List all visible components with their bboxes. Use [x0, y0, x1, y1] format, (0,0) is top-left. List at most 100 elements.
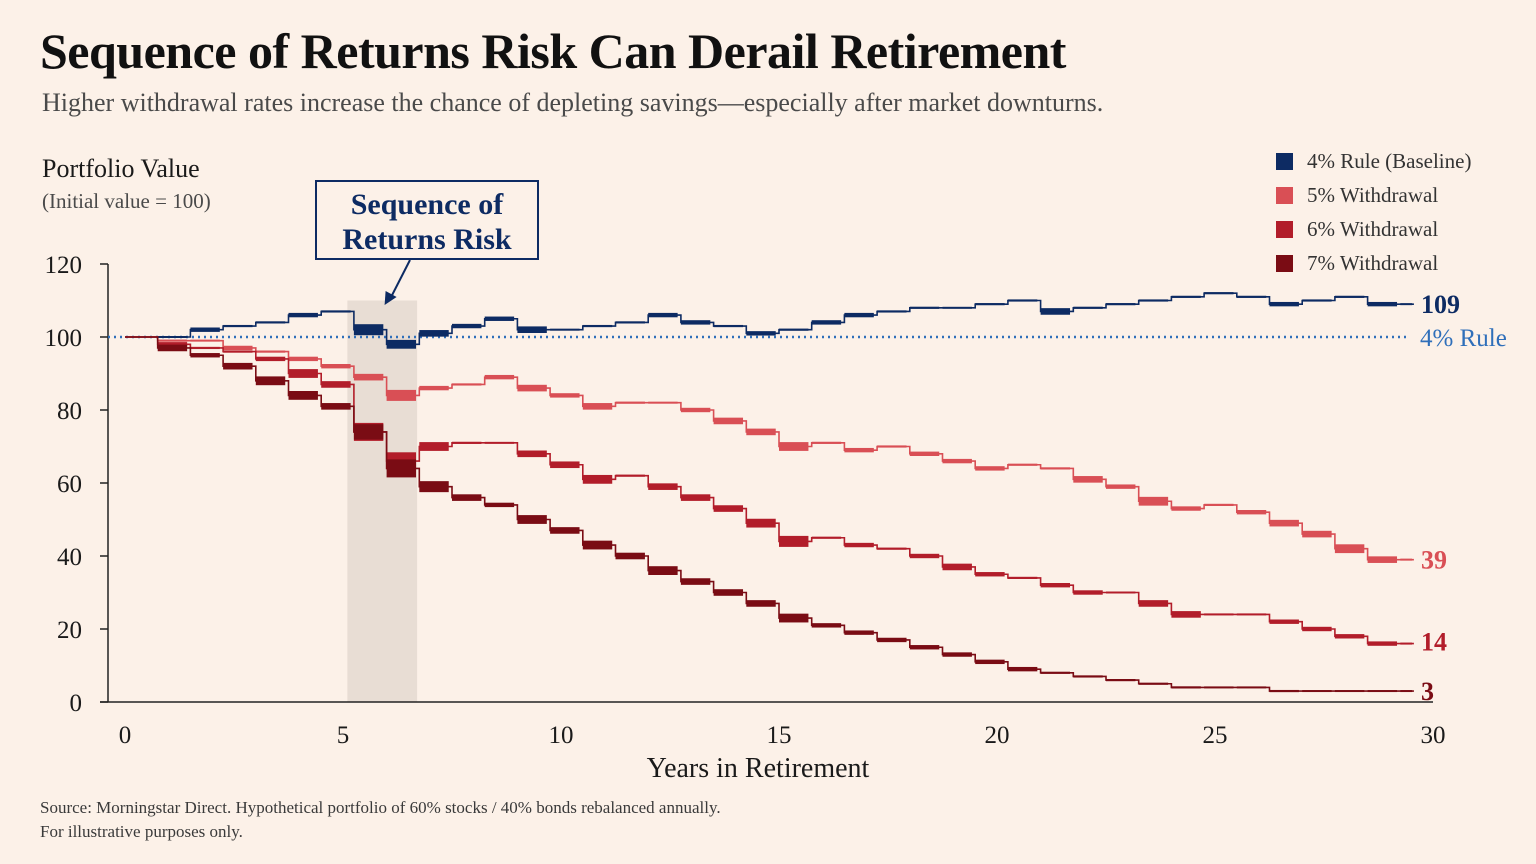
series-step — [223, 345, 253, 351]
series-step — [1106, 591, 1136, 594]
series-step — [190, 327, 220, 332]
series-step — [157, 339, 188, 342]
series-step — [746, 518, 776, 528]
series-step — [255, 376, 286, 386]
series-step — [157, 342, 188, 347]
annotation-text: Sequence of — [351, 188, 505, 221]
series-step — [648, 401, 678, 404]
legend-label: 5% Withdrawal — [1307, 182, 1439, 207]
series-step — [288, 391, 318, 400]
series-step — [1367, 690, 1398, 693]
series-step — [811, 441, 842, 444]
series-step — [746, 428, 776, 436]
series-step — [1236, 510, 1267, 515]
legend-item-baseline[interactable]: 4% Rule (Baseline) — [1276, 144, 1471, 178]
x-tick-label: 10 — [549, 722, 574, 749]
series-step — [1171, 506, 1201, 511]
series-step — [1138, 496, 1169, 506]
legend-swatch-baseline — [1276, 152, 1293, 170]
series-step — [1367, 556, 1398, 563]
series-step — [550, 328, 580, 331]
series-step — [975, 303, 1005, 306]
series-step — [1400, 642, 1413, 645]
series-step — [648, 483, 678, 490]
series-step — [779, 613, 809, 623]
series-step — [811, 623, 842, 628]
x-axis-title: Years in Retirement — [647, 753, 870, 784]
series-step — [157, 336, 188, 338]
annotation-arrow — [389, 259, 411, 299]
series-step — [1007, 463, 1038, 466]
series-step — [1073, 476, 1103, 483]
series-step — [1073, 675, 1103, 678]
series-end-label: 39 — [1421, 546, 1447, 575]
series-step — [582, 324, 613, 328]
series-step — [288, 312, 318, 318]
series-step — [1269, 519, 1299, 527]
series-step — [582, 540, 613, 550]
series-step — [680, 578, 711, 585]
series-step — [909, 553, 940, 559]
series-step — [517, 450, 547, 458]
series-end-label: 14 — [1421, 628, 1447, 657]
series-step — [1007, 666, 1038, 672]
series-step — [942, 458, 972, 464]
y-tick-label: 60 — [57, 471, 82, 498]
series-step — [1334, 634, 1365, 639]
series-step — [190, 339, 220, 342]
y-tick-label: 80 — [57, 398, 82, 425]
legend-item-5pct[interactable]: 5% Withdrawal — [1276, 178, 1471, 212]
series-step — [1040, 671, 1071, 674]
series-step — [1007, 299, 1038, 302]
series-step — [877, 445, 907, 448]
series-step — [321, 364, 351, 369]
chart-subtitle: Higher withdrawal rates increase the cha… — [42, 88, 1104, 117]
series-step — [942, 563, 972, 571]
series-step — [713, 589, 744, 596]
x-tick-label: 25 — [1203, 722, 1228, 749]
series-step — [419, 385, 449, 391]
series-step — [353, 424, 384, 440]
series-step — [1040, 467, 1071, 470]
series-step — [779, 535, 809, 547]
series-step — [811, 536, 842, 539]
annotation-arrowhead — [384, 291, 397, 305]
series-step — [1367, 301, 1398, 307]
series-step — [909, 306, 940, 309]
legend-swatch-6pct — [1276, 220, 1293, 238]
series-step — [746, 331, 776, 336]
series-step — [484, 441, 515, 444]
x-tick-label: 15 — [767, 722, 792, 749]
series-step — [1334, 295, 1365, 298]
series-step — [1269, 301, 1299, 307]
series-step — [419, 442, 449, 451]
series-step — [452, 494, 482, 501]
y-tick-label: 20 — [57, 617, 82, 644]
series-step — [1236, 686, 1267, 689]
series-step — [288, 356, 318, 362]
series-step — [190, 353, 220, 358]
series-step — [1269, 689, 1299, 693]
series-step — [353, 373, 384, 381]
series-step — [1400, 690, 1413, 693]
series-step — [975, 466, 1005, 471]
legend-item-6pct[interactable]: 6% Withdrawal — [1276, 212, 1471, 246]
y-tick-label: 0 — [70, 690, 83, 717]
legend-swatch-7pct — [1276, 254, 1293, 272]
legend-item-7pct[interactable]: 7% Withdrawal — [1276, 246, 1471, 280]
series-step — [419, 330, 449, 337]
series-step — [1236, 613, 1267, 616]
series-step — [288, 369, 318, 378]
series-step — [1334, 690, 1365, 693]
series-step — [1106, 484, 1136, 489]
series-step — [713, 417, 744, 425]
source-line: Source: Morningstar Direct. Hypothetical… — [40, 798, 721, 817]
series-step — [1204, 503, 1234, 506]
series-step — [223, 362, 253, 370]
series-step — [648, 312, 678, 318]
legend-swatch-5pct — [1276, 186, 1293, 204]
x-tick-label: 20 — [985, 722, 1010, 749]
legend-label: 4% Rule (Baseline) — [1307, 148, 1472, 173]
series-line — [125, 336, 1414, 692]
series-step — [255, 350, 286, 353]
